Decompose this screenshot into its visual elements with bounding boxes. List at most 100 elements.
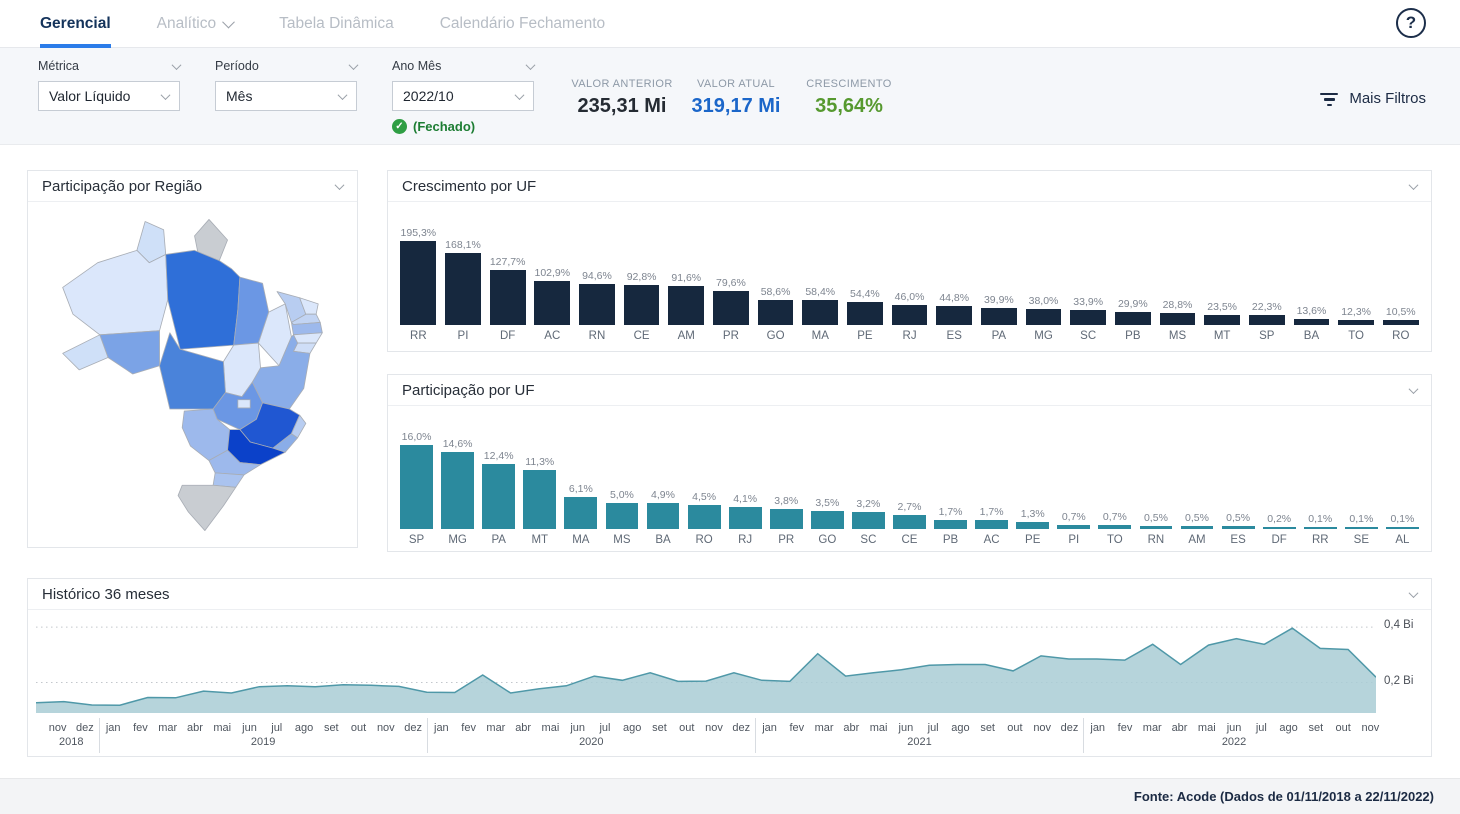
chevron-down-icon[interactable] <box>334 179 345 190</box>
bar-MS[interactable]: 28,8% MS <box>1155 224 1200 348</box>
bar-value-label: 38,0% <box>1028 295 1059 307</box>
bar-SP[interactable]: 16,0% SP <box>396 428 437 552</box>
bar-AM[interactable]: 0,5% AM <box>1176 428 1217 552</box>
bar-RJ[interactable]: 4,1% RJ <box>725 428 766 552</box>
bar-category-label: TO <box>1106 534 1123 546</box>
periodo-select[interactable]: Mês <box>215 81 357 111</box>
bar-PI[interactable]: 0,7% PI <box>1053 428 1094 552</box>
bar-PA[interactable]: 12,4% PA <box>478 428 519 552</box>
bar-MT[interactable]: 23,5% MT <box>1200 224 1245 348</box>
bar-PR[interactable]: 3,8% PR <box>766 428 807 552</box>
map-state-ro[interactable] <box>99 329 160 374</box>
bar-rect <box>534 281 571 325</box>
bar-stack: 79,6% <box>709 224 754 325</box>
bar-RR[interactable]: 0,1% RR <box>1300 428 1341 552</box>
chevron-down-icon[interactable] <box>525 59 536 70</box>
bar-stack: 195,3% <box>396 224 441 325</box>
bar-CE[interactable]: 2,7% CE <box>889 428 930 552</box>
filter-label: Ano Mês <box>392 59 442 73</box>
bar-BA[interactable]: 4,9% BA <box>642 428 683 552</box>
bar-DF[interactable]: 127,7% DF <box>485 224 530 348</box>
map-state-pe[interactable] <box>290 321 323 335</box>
bar-SC[interactable]: 33,9% SC <box>1066 224 1111 348</box>
area-line <box>35 627 1377 706</box>
bar-RJ[interactable]: 46,0% RJ <box>887 224 932 348</box>
bar-stack: 4,5% <box>684 428 725 529</box>
bar-category-label: PB <box>942 534 959 546</box>
bar-GO[interactable]: 58,6% GO <box>753 224 798 348</box>
kpi-label: VALOR ANTERIOR <box>571 78 673 90</box>
mais-filtros-button[interactable]: Mais Filtros <box>1320 90 1426 107</box>
bar-AL[interactable]: 0,1% AL <box>1382 428 1423 552</box>
map-state-am[interactable] <box>62 249 169 335</box>
bar-MS[interactable]: 5,0% MS <box>601 428 642 552</box>
bar-MG[interactable]: 38,0% MG <box>1021 224 1066 348</box>
metrica-select[interactable]: Valor Líquido <box>38 81 180 111</box>
bar-stack: 3,8% <box>766 428 807 529</box>
bar-category-label: SC <box>860 534 877 546</box>
bar-TO[interactable]: 0,7% TO <box>1094 428 1135 552</box>
bar-RR[interactable]: 195,3% RR <box>396 224 441 348</box>
bar-ES[interactable]: 0,5% ES <box>1218 428 1259 552</box>
bar-MT[interactable]: 11,3% MT <box>519 428 560 552</box>
bar-MG[interactable]: 14,6% MG <box>437 428 478 552</box>
area-chart-svg <box>35 626 1377 713</box>
bar-GO[interactable]: 3,5% GO <box>807 428 848 552</box>
bar-PI[interactable]: 168,1% PI <box>441 224 486 348</box>
bar-PR[interactable]: 79,6% PR <box>709 224 754 348</box>
bar-MA[interactable]: 58,4% MA <box>798 224 843 348</box>
status-fechado-label: (Fechado) <box>413 119 476 134</box>
map-state-sc[interactable] <box>212 471 245 488</box>
bar-category-label: MT <box>1213 330 1231 342</box>
bar-SE[interactable]: 0,1% SE <box>1341 428 1382 552</box>
bar-BA[interactable]: 13,6% BA <box>1289 224 1334 348</box>
tab-calendario-fechamento[interactable]: Calendário Fechamento <box>440 0 605 48</box>
chevron-down-icon[interactable] <box>1408 179 1419 190</box>
map-state-al[interactable] <box>293 331 323 343</box>
bar-AM[interactable]: 91,6% AM <box>664 224 709 348</box>
bar-value-label: 44,8% <box>939 292 970 304</box>
bar-PB[interactable]: 1,7% PB <box>930 428 971 552</box>
bar-SP[interactable]: 22,3% SP <box>1244 224 1289 348</box>
bar-CE[interactable]: 92,8% CE <box>619 224 664 348</box>
year-group-2020: jan fev mar abr mai jun jul ago set out nov dez 2020 <box>426 718 755 753</box>
chevron-down-icon[interactable] <box>348 59 359 70</box>
chevron-down-icon[interactable] <box>1408 587 1419 598</box>
bar-category-label: PA <box>491 534 506 546</box>
bar-rect <box>757 300 794 325</box>
bar-PE[interactable]: 1,3% PE <box>1012 428 1053 552</box>
chevron-down-icon[interactable] <box>171 59 182 70</box>
bar-RN[interactable]: 0,5% RN <box>1135 428 1176 552</box>
bar-PE[interactable]: 54,4% PE <box>843 224 888 348</box>
tab-tabela-dinamica[interactable]: Tabela Dinâmica <box>279 0 394 48</box>
x-axis-month-label: dez <box>404 722 422 734</box>
map-state-ac[interactable] <box>62 333 109 370</box>
bar-TO[interactable]: 12,3% TO <box>1334 224 1379 348</box>
bar-RO[interactable]: 10,5% RO <box>1378 224 1423 348</box>
mais-filtros-label: Mais Filtros <box>1349 90 1426 107</box>
bar-RN[interactable]: 94,6% RN <box>575 224 620 348</box>
bar-PB[interactable]: 29,9% PB <box>1111 224 1156 348</box>
bar-DF[interactable]: 0,2% DF <box>1259 428 1300 552</box>
ano-mes-select[interactable]: 2022/10 <box>392 81 534 111</box>
bar-rect <box>441 452 475 529</box>
bar-rect <box>975 520 1009 529</box>
kpi-value: 235,31 Mi <box>577 95 667 117</box>
chevron-down-icon[interactable] <box>1408 383 1419 394</box>
tab-gerencial[interactable]: Gerencial <box>40 0 111 48</box>
help-button[interactable]: ? <box>1396 8 1426 38</box>
bar-AC[interactable]: 102,9% AC <box>530 224 575 348</box>
bar-rect <box>934 520 967 529</box>
month-labels-row: nov dez <box>44 718 99 734</box>
bar-RO[interactable]: 4,5% RO <box>684 428 725 552</box>
bar-ES[interactable]: 44,8% ES <box>932 224 977 348</box>
map-state-df[interactable] <box>237 398 251 408</box>
tab-analitico[interactable]: Analítico <box>157 0 235 48</box>
bar-AC[interactable]: 1,7% AC <box>971 428 1012 552</box>
bar-SC[interactable]: 3,2% SC <box>848 428 889 552</box>
bar-MA[interactable]: 6,1% MA <box>560 428 601 552</box>
bar-stack: 58,4% <box>798 224 843 325</box>
map-state-pa[interactable] <box>165 249 241 350</box>
map-state-rs[interactable] <box>177 484 237 531</box>
bar-PA[interactable]: 39,9% PA <box>977 224 1022 348</box>
